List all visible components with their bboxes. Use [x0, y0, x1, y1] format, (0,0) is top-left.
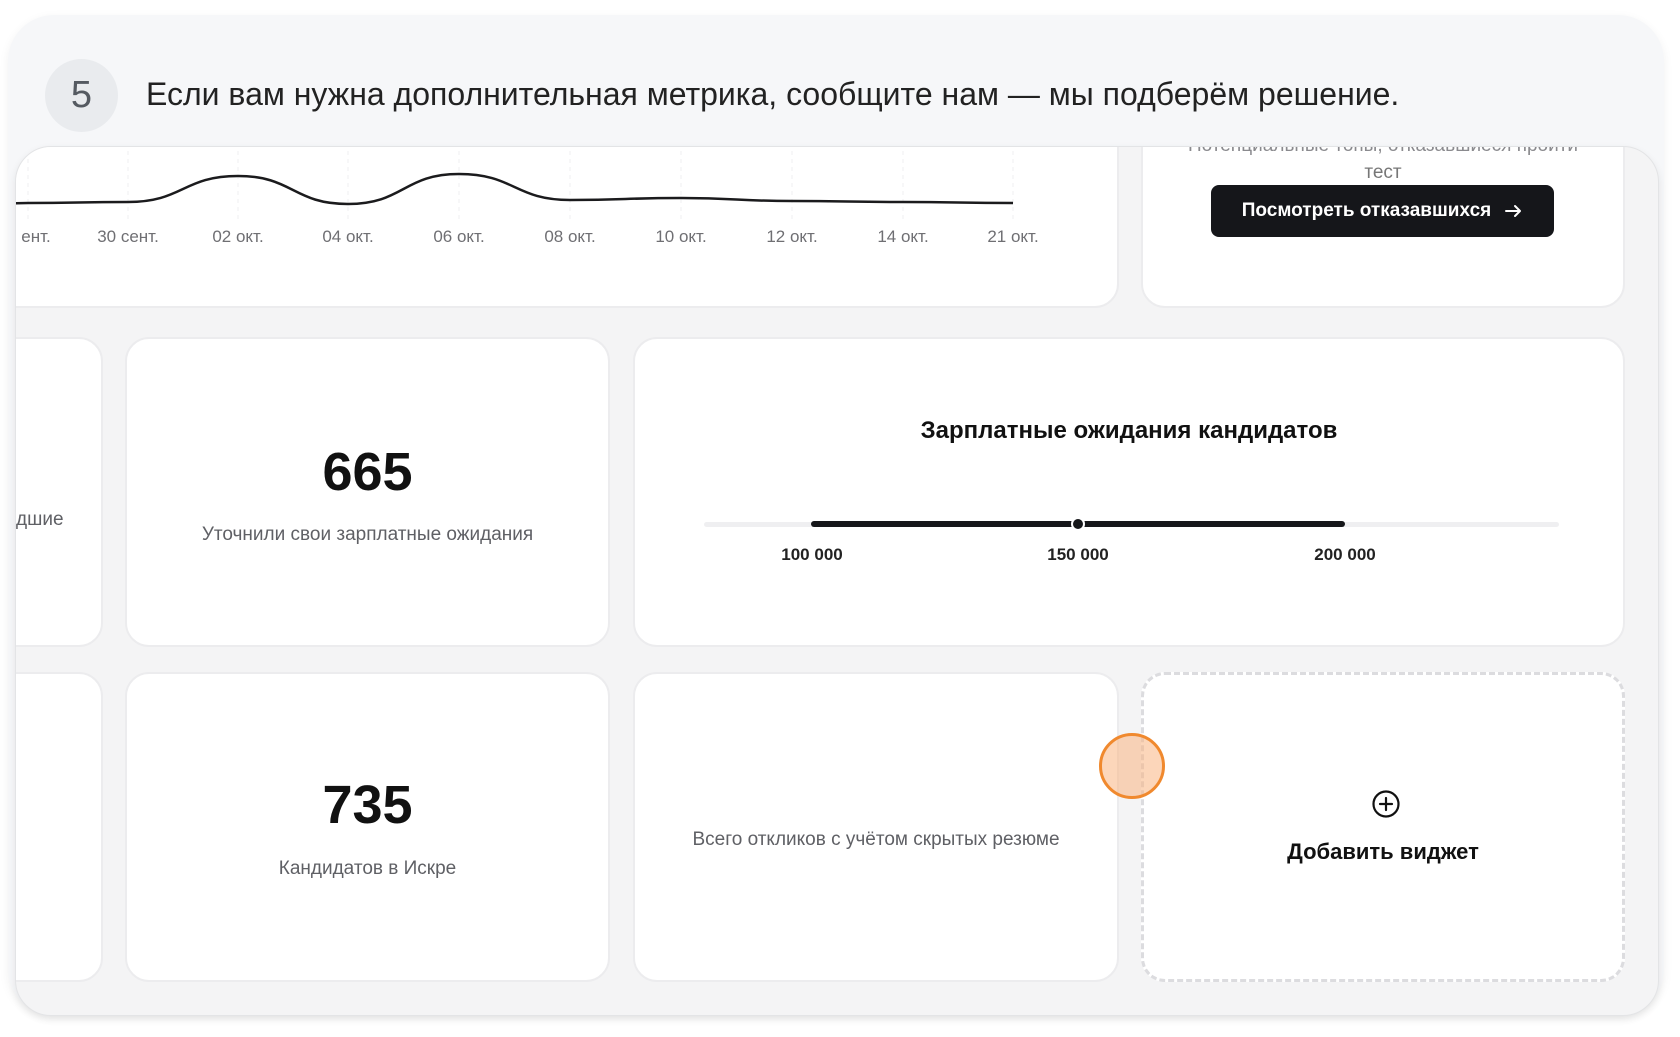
arrow-right-icon — [1505, 203, 1523, 219]
candidates-value: 735 — [322, 775, 413, 835]
step-description: Если вам нужна дополнительная метрика, с… — [146, 76, 1400, 112]
chart-tick-label: ент. — [21, 227, 51, 246]
partial-metric-card-2 — [16, 672, 103, 982]
salary-clarified-label: Уточнили свои зарплатные ожидания — [201, 524, 534, 545]
chart-tick-label: 04 окт. — [322, 227, 374, 246]
salary-label-max: 200 000 — [1314, 545, 1376, 564]
salary-label-min: 100 000 — [781, 545, 843, 564]
partial-metric-card: дшие — [16, 337, 103, 647]
chart-tick-label: 12 окт. — [766, 227, 818, 246]
view-refused-button-label: Посмотреть отказавшихся — [1241, 200, 1492, 221]
salary-clarified-value: 665 — [322, 442, 413, 502]
salary-clarified-card: 665 Уточнили свои зарплатные ожидания — [125, 337, 610, 647]
chart-tick-label: 08 окт. — [544, 227, 596, 246]
chart-tick-label: 06 окт. — [433, 227, 485, 246]
plus-circle-icon — [1371, 789, 1401, 824]
chart-tick-label: 02 окт. — [212, 227, 264, 246]
view-refused-button[interactable]: Посмотреть отказавшихся — [1211, 185, 1554, 237]
add-widget-label: Добавить виджет — [1287, 839, 1479, 864]
refused-candidates-card: Потенциальные топы, отказавшиеся пройти … — [1141, 147, 1625, 308]
candidates-label: Кандидатов в Искре — [278, 858, 457, 879]
chart-tick-label: 21 окт. — [987, 227, 1039, 246]
add-widget-card[interactable]: Добавить виджет — [1141, 672, 1625, 982]
salary-expectations-title: Зарплатные ожидания кандидатов — [920, 417, 1338, 444]
chart-series-line — [16, 172, 1014, 206]
refused-caption-line2: тест — [1364, 162, 1402, 183]
chart-tick-label: 30 сент. — [97, 227, 159, 246]
salary-label-median: 150 000 — [1047, 545, 1109, 564]
cursor-indicator — [1099, 733, 1165, 799]
step-number-badge: 5 — [45, 59, 118, 132]
chart-grid — [27, 147, 1014, 219]
chart-tick-label: 10 окт. — [655, 227, 707, 246]
total-responses-card: Всего откликов с учётом скрытых резюме — [633, 672, 1119, 982]
dashboard-screenshot: ент. 30 сент. 02 окт. 04 окт. 06 окт. 08 окт.… — [15, 146, 1659, 1016]
refused-caption-line1: Потенциальные топы, отказавшиеся пройти — [1143, 147, 1623, 157]
salary-expectations-card: Зарплатные ожидания кандидатов 100 000 1… — [633, 337, 1625, 647]
salary-median-dot — [1071, 517, 1085, 531]
partial-card-text: дшие — [16, 509, 64, 530]
candidates-card: 735 Кандидатов в Искре — [125, 672, 610, 982]
total-responses-label: Всего откликов с учётом скрытых резюме — [692, 829, 1060, 850]
timeline-chart — [16, 147, 1014, 219]
timeline-chart-card: ент. 30 сент. 02 окт. 04 окт. 06 окт. 08 окт.… — [16, 147, 1119, 308]
chart-tick-label: 14 окт. — [877, 227, 929, 246]
